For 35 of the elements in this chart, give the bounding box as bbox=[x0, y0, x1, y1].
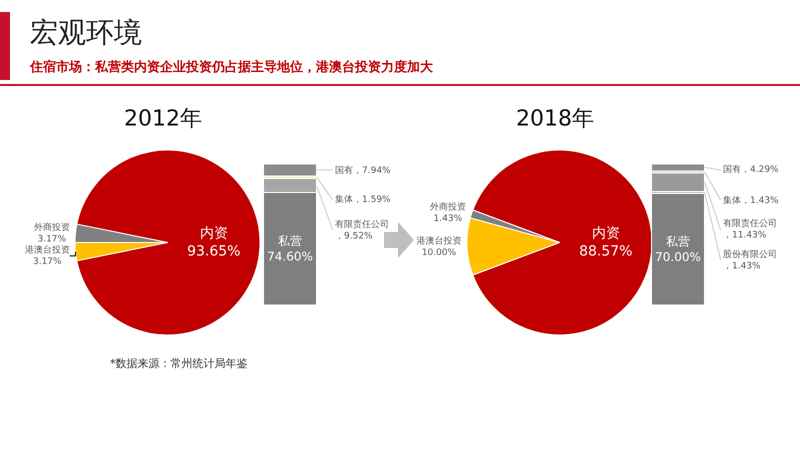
data-label: 88.57% bbox=[579, 244, 632, 260]
text: *数据来源：常州统计局年鉴 bbox=[110, 356, 248, 371]
bar bbox=[650, 172, 706, 192]
text: 国有，7.94% bbox=[335, 166, 391, 176]
data-label: ，11.43% bbox=[723, 230, 767, 241]
text: 股份有限公司 bbox=[723, 249, 777, 260]
data-label: 10.00% bbox=[422, 248, 457, 258]
text: 国有，4.29% bbox=[723, 165, 779, 175]
text: 有限责任公司 bbox=[723, 218, 777, 229]
data-label: 1.43% bbox=[434, 214, 463, 224]
text: 集体，1.43% bbox=[723, 196, 779, 206]
slice-label: 内资 bbox=[592, 225, 620, 242]
slice-label: 港澳台投资 bbox=[416, 235, 462, 246]
bar bbox=[650, 164, 706, 172]
data-label: 3.17% bbox=[37, 234, 67, 245]
chart-title: 2018年 bbox=[516, 106, 594, 132]
data-label: 3.17% bbox=[32, 257, 62, 268]
data-label: ，9.52% bbox=[335, 232, 374, 242]
data-label: 70.00% bbox=[655, 250, 701, 264]
text: 宏观环境 bbox=[30, 15, 142, 51]
data-label: ，1.43% bbox=[723, 262, 762, 272]
slice-label: 港澳台投资 bbox=[24, 244, 70, 256]
text: 集体，1.59% bbox=[335, 195, 391, 205]
pie-slice bbox=[76, 150, 260, 336]
slice-label: 内资 bbox=[200, 225, 228, 242]
series-label: 私营 bbox=[278, 234, 302, 248]
slice-label: 外商投资 bbox=[34, 222, 70, 233]
slice-label: 外商投资 bbox=[430, 201, 466, 212]
series-label: 私营 bbox=[666, 234, 690, 248]
data-label: 93.65% bbox=[187, 244, 240, 260]
chart-title: 2012年 bbox=[124, 106, 202, 132]
data-label: 74.60% bbox=[267, 250, 313, 264]
text: 有限责任公司 bbox=[335, 219, 389, 230]
bar bbox=[262, 164, 318, 176]
text: 住宿市场：私营类内资企业投资仍占据主导地位，港澳台投资力度加大 bbox=[30, 58, 433, 76]
